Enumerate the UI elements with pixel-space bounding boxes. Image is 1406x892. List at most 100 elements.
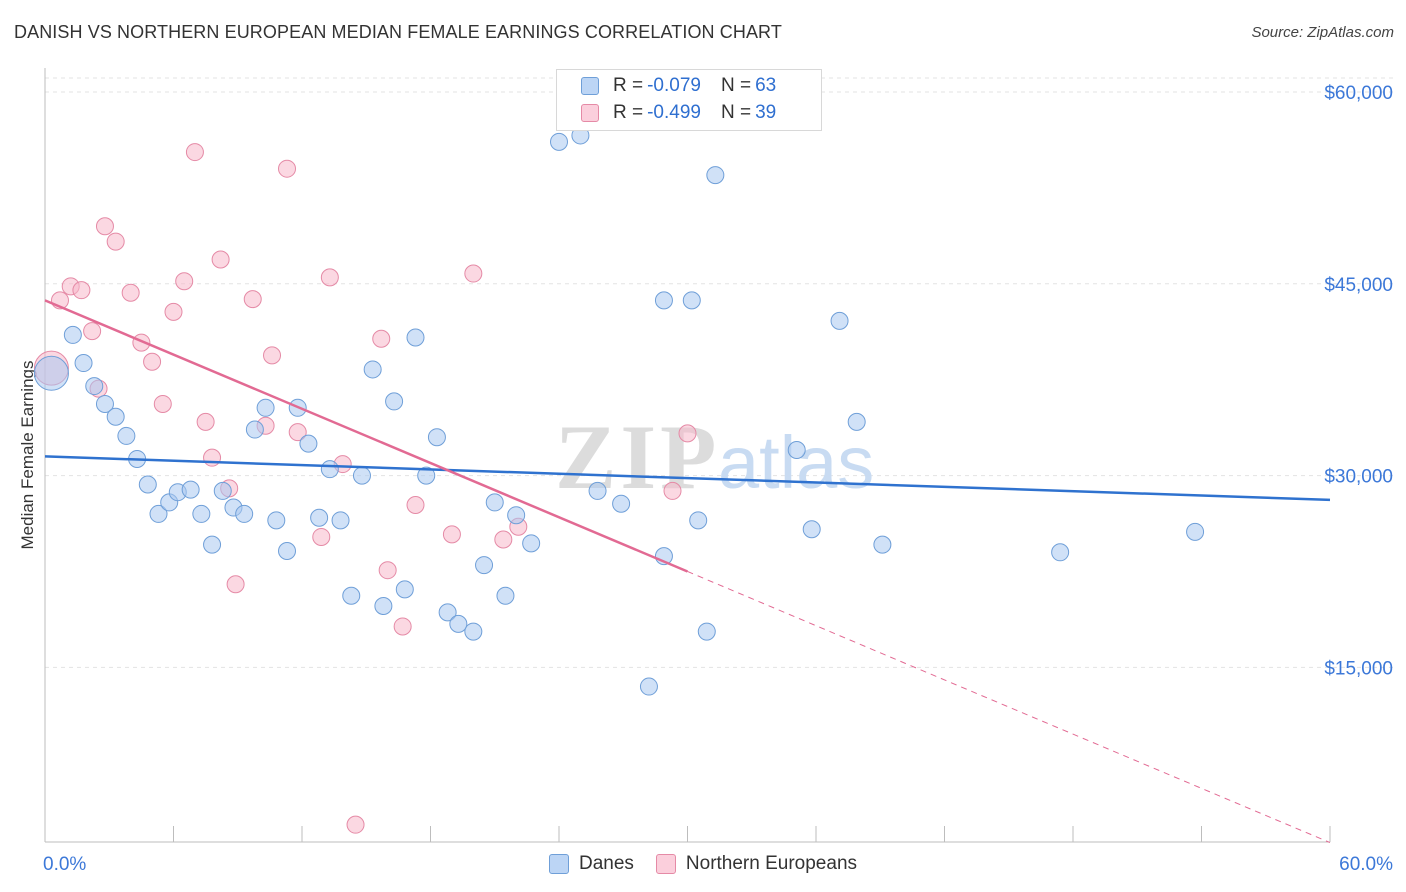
danes-point [203,535,222,554]
danes-point [256,398,275,417]
danes-point [550,132,568,151]
x-tick-label: 0.0% [43,854,86,875]
northern-europeans-point [164,302,183,321]
danes-point [417,466,436,485]
watermark-atlas: atlas [718,421,874,504]
northern-europeans-point [464,264,483,283]
danes-point [522,534,541,553]
axes [44,68,1331,843]
northern-europeans-point [185,143,204,162]
n-label: N = [720,75,752,96]
danes-point [847,412,866,431]
northern-europeans-point [346,815,365,834]
northern-europeans-point [263,346,282,365]
n-value: 39 [755,102,777,123]
stats-legend: R = -0.079 N = 63 R = -0.499 N = 39 [556,69,822,131]
northern-europeans-point [678,424,697,443]
legend-label-northern-europeans: Northern Europeans [685,853,858,874]
r-value: -0.079 [647,75,701,96]
data-points [33,126,1205,834]
gridlines [45,77,1395,668]
y-tick-label: $15,000 [1324,658,1393,679]
series-legend: Danes Northern Europeans [0,852,1406,876]
danes-point [149,504,168,523]
danes-point [395,580,414,599]
northern-europeans-point [72,281,91,300]
northern-europeans-point [203,448,222,467]
danes-point [138,475,157,494]
legend-row-danes: R = -0.079 N = 63 [581,74,776,98]
northern-europeans-point [406,495,425,514]
danes-point [374,597,393,615]
northern-europeans-swatch [655,854,676,874]
northern-europeans-point [83,322,102,341]
chart-title: DANISH VS NORTHERN EUROPEAN MEDIAN FEMAL… [14,22,782,42]
danes-point [117,426,136,445]
danes-point [1051,543,1070,562]
y-tick-label: $30,000 [1324,467,1393,488]
danes-point [464,622,483,641]
danes-point [352,466,371,485]
danes-point [95,394,114,413]
danes-point [310,508,329,527]
x-tick-label: 60.0% [1339,854,1393,875]
watermark-zip: ZIP [555,406,720,508]
r-value: -0.499 [647,102,701,123]
northern-europeans-point [153,394,172,413]
legend-label-danes: Danes [578,853,634,874]
r-label: R = [613,102,644,123]
danes-point [74,354,93,373]
northern-europeans-point [226,575,245,594]
danes-point [1186,522,1205,541]
legend-row-northern-europeans: R = -0.499 N = 39 [581,101,776,125]
legend-item-northern-europeans[interactable]: Northern Europeans [655,853,858,875]
source-label: Source: ZipAtlas.com [1251,24,1394,41]
danes-point [235,504,254,523]
danes-point [267,511,286,530]
legend-item-danes[interactable]: Danes [548,853,634,875]
trend-lines [44,299,1331,844]
northern-europeans-point [243,290,262,309]
northern-europeans-point [143,352,162,371]
northern-europeans-point [494,530,513,549]
danes-point [706,166,725,185]
northern-europeans-point [663,481,682,500]
danes-point [427,428,446,447]
y-tick-label: $60,000 [1324,83,1393,104]
northern-europeans-point [312,527,331,546]
danes-point [873,535,892,554]
danes-point [639,677,658,696]
danes-point [192,504,211,523]
danes-point [331,511,350,530]
northern-europeans-point [320,268,339,287]
danes-point [475,556,494,575]
danes-point [33,355,69,391]
n-value: 63 [755,75,777,96]
northern-europeans-point [175,272,194,291]
danes-point [245,420,264,439]
y-tick-label: $45,000 [1324,275,1393,296]
danes-point [181,480,200,499]
danes-point [682,291,701,310]
danes-point [299,434,318,453]
northern-europeans-point [288,423,307,442]
danes-point [507,506,526,525]
danes-point [85,377,104,396]
danes-swatch [548,854,569,874]
danes-point [63,325,82,344]
danes-point [612,494,631,513]
northern-europeans-trend-extension [687,571,1331,844]
axis-labels: $15,000 $30,000 $45,000 $60,000 0.0% 60.0% [43,83,1393,875]
northern-europeans-point [196,412,215,431]
danes-point [213,481,232,500]
northern-europeans-point [442,525,461,544]
northern-europeans-point [106,232,125,251]
danes-point [588,481,607,500]
danes-point [385,392,404,411]
danes-point [363,360,382,379]
r-label: R = [613,75,644,96]
danes-point [449,614,468,633]
danes-point [787,441,806,459]
northern-europeans-trend-line [44,299,688,573]
